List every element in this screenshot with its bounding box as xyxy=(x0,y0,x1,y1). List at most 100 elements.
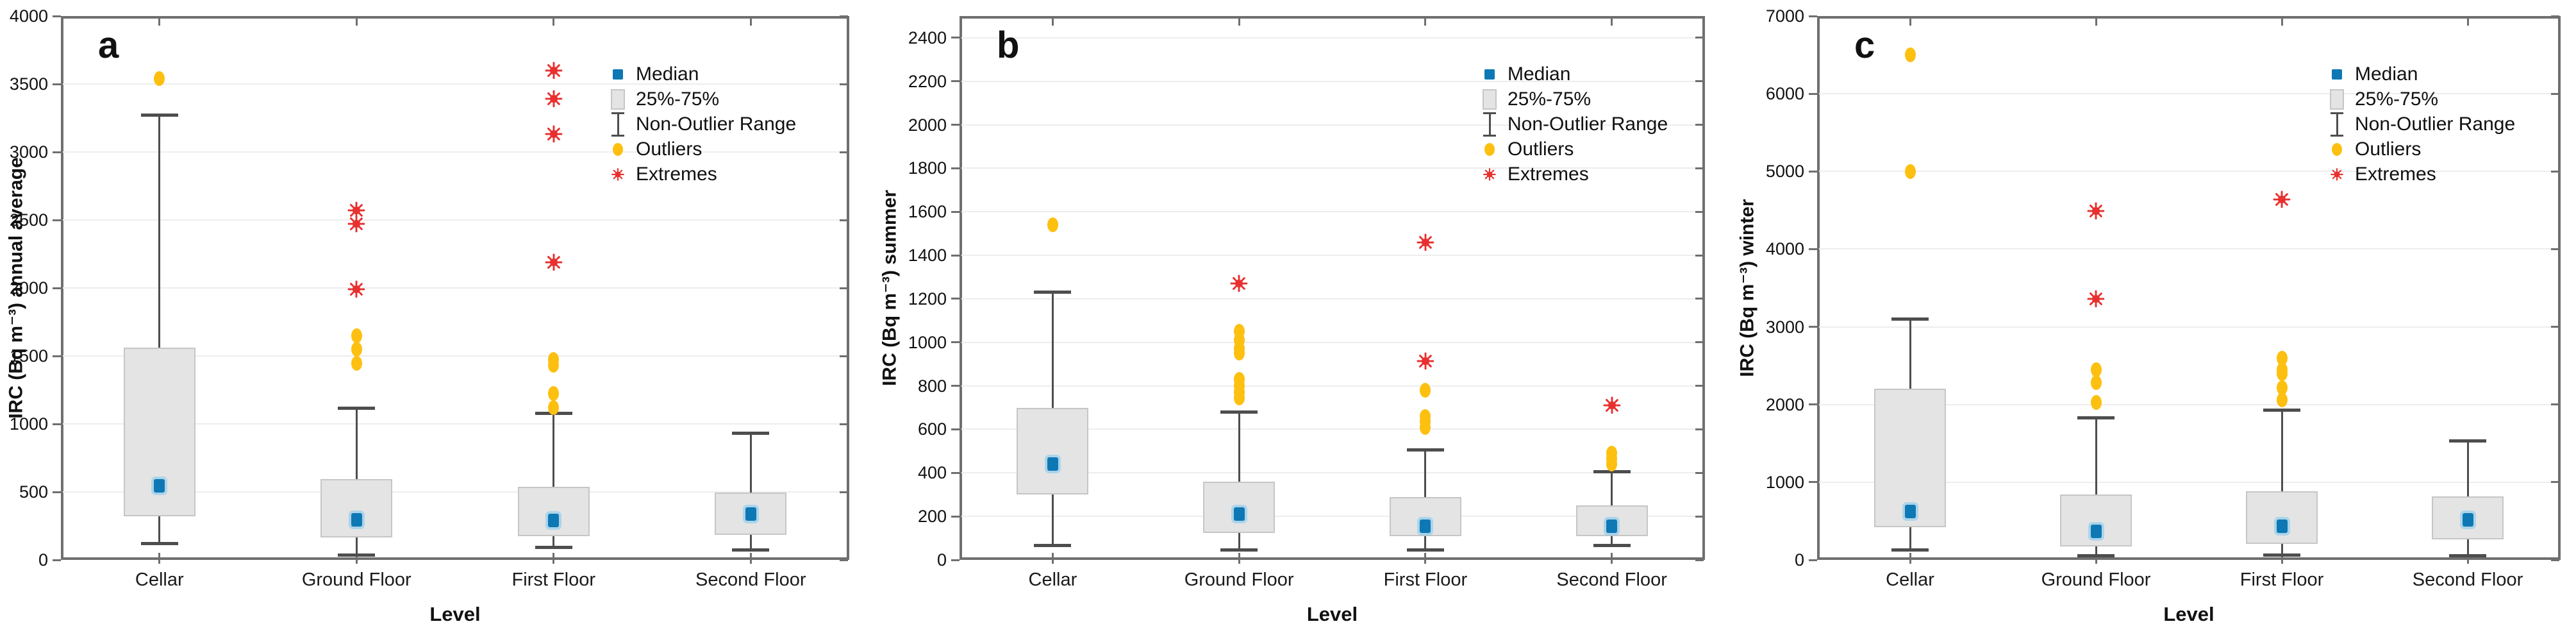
y-tick-label: 400 xyxy=(917,463,947,483)
category-label: First Floor xyxy=(1383,570,1468,590)
legend: Median 25%-75% Non-Outlier Range Outliers Ex… xyxy=(1479,62,1668,187)
whisker-cap-low xyxy=(2077,554,2115,558)
y-tick-label: 4000 xyxy=(1765,239,1804,259)
median-marker xyxy=(2276,520,2288,534)
category-label: Cellar xyxy=(1886,570,1934,590)
legend-row: 25%-75% xyxy=(1479,87,1668,112)
median-marker xyxy=(351,512,362,527)
outlier-point xyxy=(2276,380,2288,395)
median-marker xyxy=(548,514,560,528)
y-tick-label: 3000 xyxy=(9,142,48,162)
median-marker xyxy=(1904,505,1916,519)
legend-row: Outliers xyxy=(608,137,796,162)
y-tick-mark xyxy=(1809,403,1817,406)
median-marker xyxy=(2090,524,2102,538)
category-tick-top xyxy=(749,19,752,26)
whisker-cap-high xyxy=(2449,439,2486,443)
legend-glyph xyxy=(2327,89,2347,110)
iqr-box xyxy=(2060,494,2132,546)
legend-extreme-icon xyxy=(611,167,625,182)
legend-box-swatch xyxy=(611,89,625,110)
box-whisker xyxy=(1238,412,1240,550)
y-tick-mark-right xyxy=(840,219,848,221)
legend-row: Non-Outlier Range xyxy=(2327,112,2515,137)
whisker-cap-low xyxy=(1220,548,1258,552)
outlier-point xyxy=(351,356,362,371)
extreme-asterisk-icon xyxy=(2087,290,2105,308)
y-tick-mark-right xyxy=(840,355,848,357)
category-tick-top xyxy=(553,19,555,26)
median-marker xyxy=(154,478,165,493)
legend: Median 25%-75% Non-Outlier Range Outliers Ex… xyxy=(608,62,796,187)
iqr-box xyxy=(1874,389,1946,528)
category-tick-bottom xyxy=(749,553,752,564)
y-tick-mark xyxy=(951,210,960,213)
y-axis-title: IRC (Bq m⁻³) winter xyxy=(1736,199,1758,377)
y-tick-mark xyxy=(951,341,960,344)
extreme-asterisk-icon xyxy=(1230,275,1248,292)
legend-whisker-icon xyxy=(611,112,624,137)
y-tick-label: 2000 xyxy=(1765,394,1804,414)
legend-row: 25%-75% xyxy=(2327,87,2515,112)
y-tick-mark xyxy=(951,167,960,169)
extreme-point xyxy=(1229,274,1249,293)
outlier-point xyxy=(1420,419,1431,435)
category-label: Cellar xyxy=(135,570,184,590)
outlier-point xyxy=(548,400,560,416)
gridline xyxy=(961,124,1703,126)
whisker-cap-low xyxy=(1034,544,1072,548)
legend-glyph xyxy=(1479,69,1500,80)
y-tick-mark xyxy=(1809,326,1817,328)
iqr-box xyxy=(1203,481,1276,533)
y-tick-label: 7000 xyxy=(1765,6,1804,26)
gridline xyxy=(961,298,1703,300)
category-label: Ground Floor xyxy=(301,570,411,590)
iqr-box xyxy=(1017,407,1089,495)
gridline xyxy=(1819,326,2559,328)
category-label: First Floor xyxy=(511,570,596,590)
category-tick-top xyxy=(1424,19,1427,26)
gridline xyxy=(63,491,847,493)
category-tick-top xyxy=(2095,19,2097,26)
extreme-point xyxy=(1416,233,1435,252)
y-tick-mark xyxy=(53,355,61,357)
category-tick-top xyxy=(1051,19,1054,26)
iqr-box xyxy=(2246,491,2318,545)
outlier-point xyxy=(2276,350,2288,366)
extreme-point xyxy=(544,124,563,144)
legend-median-swatch xyxy=(2332,69,2342,80)
legend-glyph xyxy=(2327,142,2347,156)
y-tick-mark-right xyxy=(1695,37,1704,39)
y-tick-mark-right xyxy=(1695,428,1704,430)
y-tick-mark-right xyxy=(2551,170,2559,173)
whisker-cap-low xyxy=(535,546,572,550)
category-tick-top xyxy=(1909,19,1911,26)
y-tick-label: 2400 xyxy=(908,28,947,47)
y-tick-label: 600 xyxy=(917,419,947,439)
median-marker xyxy=(745,507,756,521)
legend-box-swatch xyxy=(2330,89,2344,110)
legend-outlier-swatch xyxy=(613,142,623,156)
y-tick-label: 500 xyxy=(19,482,48,502)
y-tick-mark xyxy=(951,515,960,518)
outlier-point xyxy=(351,341,362,357)
legend-extreme-icon xyxy=(2330,167,2344,182)
y-tick-mark xyxy=(1809,92,1817,95)
legend-median-swatch xyxy=(1484,69,1495,80)
y-tick-mark-right xyxy=(840,559,848,561)
gridline xyxy=(961,341,1703,343)
outlier-point xyxy=(1047,217,1058,233)
y-tick-label: 1200 xyxy=(908,289,947,308)
legend-whisker-icon xyxy=(1483,112,1496,137)
y-tick-mark xyxy=(951,298,960,300)
outlier-point xyxy=(351,328,362,343)
y-tick-label: 2000 xyxy=(9,278,48,298)
outlier-point xyxy=(1904,47,1916,63)
legend-label: Outliers xyxy=(636,138,702,160)
extreme-asterisk-icon xyxy=(2273,190,2291,208)
y-tick-mark-right xyxy=(2551,403,2559,406)
legend-row: Extremes xyxy=(2327,162,2515,187)
box-whisker xyxy=(749,433,752,550)
y-tick-mark-right xyxy=(2551,248,2559,250)
category-label: Cellar xyxy=(1028,570,1077,590)
